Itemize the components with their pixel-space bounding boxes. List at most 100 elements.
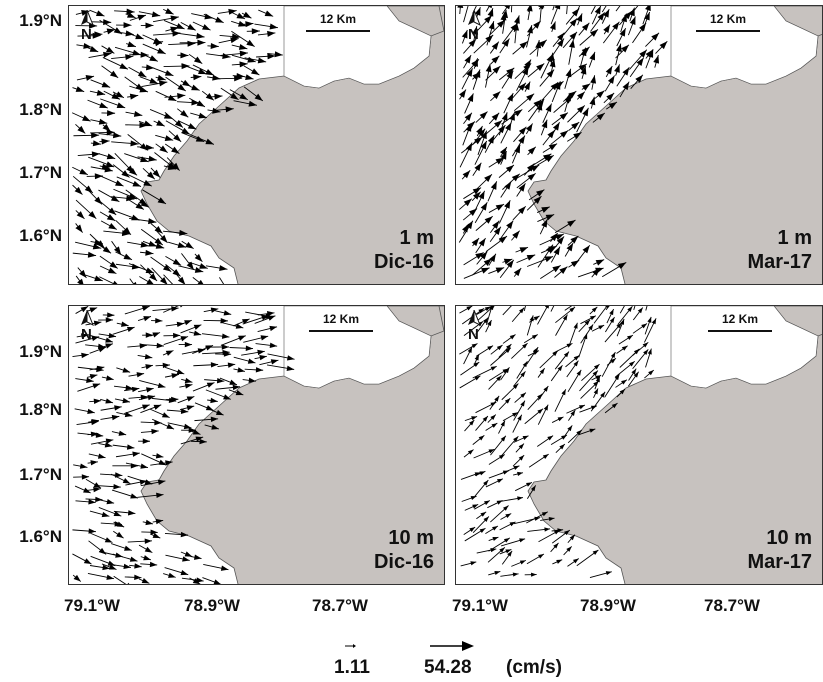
current-vector-head xyxy=(481,130,487,140)
current-vector-head xyxy=(578,63,587,72)
current-vector-head xyxy=(254,93,263,101)
current-vector-head xyxy=(238,44,248,50)
current-vector-head xyxy=(507,93,514,102)
current-vector-head xyxy=(557,32,565,41)
current-vector-head xyxy=(512,572,519,577)
current-vector-head xyxy=(157,47,166,54)
current-vector-head xyxy=(194,253,203,262)
current-vector-head xyxy=(106,499,115,505)
current-vector-head xyxy=(496,478,503,484)
current-vector-head xyxy=(261,315,269,321)
current-vector-head xyxy=(526,93,535,102)
current-vector-head xyxy=(170,26,179,33)
current-vector-head xyxy=(123,253,133,260)
current-vector-head xyxy=(94,239,103,246)
current-vector-head xyxy=(520,392,526,398)
current-vector-head xyxy=(92,140,102,147)
current-vector-head xyxy=(144,546,153,553)
current-vector xyxy=(99,276,116,284)
panel-depth-label: 1 m xyxy=(777,227,812,249)
current-vector-head xyxy=(121,321,129,327)
current-vector-head xyxy=(471,416,478,421)
current-vector-head xyxy=(561,435,567,440)
current-vector-head xyxy=(470,561,477,566)
current-vector-head xyxy=(594,6,601,15)
current-vector-head xyxy=(116,521,125,528)
current-vector-head xyxy=(145,144,154,151)
current-vector-head xyxy=(143,316,151,322)
current-vector-head xyxy=(479,471,486,476)
current-vector-head xyxy=(647,49,654,58)
current-vector-head xyxy=(106,153,116,160)
scale-bar-line xyxy=(696,30,760,32)
current-vector-head xyxy=(635,74,643,83)
current-vector-head xyxy=(106,574,114,580)
current-vector-head xyxy=(520,371,526,378)
current-vector-head xyxy=(567,220,576,227)
current-vector-head xyxy=(113,511,122,517)
scale-bar: 12 Km xyxy=(306,12,370,32)
current-vector-head xyxy=(542,454,549,459)
current-vector-head xyxy=(525,123,533,132)
current-vector-head xyxy=(129,556,138,562)
current-vector-head xyxy=(466,306,473,311)
current-vector-head xyxy=(188,427,196,433)
current-vector-head xyxy=(474,375,481,381)
current-vector-head xyxy=(471,59,479,68)
current-vector-head xyxy=(570,236,579,244)
current-vector-head xyxy=(545,214,555,221)
current-vector-head xyxy=(149,55,158,62)
current-vector-head xyxy=(180,52,189,59)
current-vector-head xyxy=(132,451,140,457)
current-vector-head xyxy=(504,6,510,10)
current-vector-head xyxy=(480,140,487,150)
current-vector-head xyxy=(143,555,151,561)
current-vector-head xyxy=(270,359,279,365)
map-svg xyxy=(456,6,822,284)
current-vector-head xyxy=(503,537,510,543)
current-vector-head xyxy=(172,30,181,37)
current-vector-head xyxy=(518,183,526,192)
current-vector-head xyxy=(88,211,97,219)
current-vector-head xyxy=(216,377,225,384)
current-vector-head xyxy=(132,281,137,284)
current-vector-head xyxy=(541,219,548,228)
current-vector-head xyxy=(555,234,564,241)
current-vector-head xyxy=(598,325,605,330)
current-vector-head xyxy=(225,106,234,113)
current-vector-head xyxy=(143,179,152,187)
current-vector-head xyxy=(607,75,615,84)
current-vector-head xyxy=(77,278,84,284)
current-vector-head xyxy=(533,196,542,204)
current-vector-head xyxy=(245,21,254,28)
current-vector-head xyxy=(592,549,599,555)
current-vector-head xyxy=(142,306,150,311)
current-vector-head xyxy=(522,361,528,368)
current-vector-head xyxy=(576,13,583,22)
current-vector-head xyxy=(93,398,102,404)
current-vector-head xyxy=(90,431,99,437)
current-vector-head xyxy=(264,10,274,17)
current-vector-head xyxy=(545,103,552,113)
current-vector-head xyxy=(473,362,480,368)
current-vector-head xyxy=(506,344,512,350)
current-vector-head xyxy=(88,499,96,505)
current-vector-head xyxy=(139,479,148,485)
current-vector-head xyxy=(627,306,633,312)
current-vector-head xyxy=(93,320,102,326)
current-vector-head xyxy=(223,310,232,316)
current-vector-head xyxy=(464,112,472,121)
current-vector-head xyxy=(597,12,605,21)
current-vector-head xyxy=(102,123,111,132)
current-vector-head xyxy=(559,130,569,138)
current-vector-head xyxy=(600,391,606,398)
current-vector-head xyxy=(573,322,578,329)
current-vector-head xyxy=(215,409,224,416)
current-vector-head xyxy=(89,307,98,313)
current-vector-head xyxy=(550,233,558,242)
current-vector-head xyxy=(495,204,505,211)
current-vector-head xyxy=(170,15,179,22)
current-vector-head xyxy=(126,444,135,450)
current-vector-head xyxy=(180,531,189,538)
current-vector-head xyxy=(469,527,476,532)
